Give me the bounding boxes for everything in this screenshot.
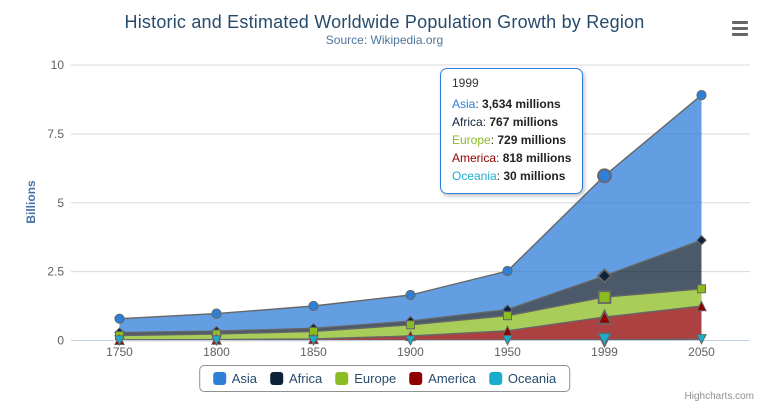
legend-item-oceania[interactable]: Oceania	[488, 371, 557, 386]
svg-text:0: 0	[57, 334, 64, 348]
markers-oceania[interactable]	[114, 332, 707, 349]
credits-link[interactable]: Highcharts.com	[684, 391, 754, 402]
tooltip-row: America: 818 millions	[452, 151, 572, 165]
tooltip-row: Oceania: 30 millions	[452, 169, 566, 183]
legend-swatch-icon	[212, 372, 226, 385]
chart-title: Historic and Estimated Worldwide Populat…	[124, 12, 645, 32]
tooltip-row: Africa: 767 millions	[452, 115, 559, 129]
chart-subtitle: Source: Wikipedia.org	[325, 33, 444, 47]
svg-text:1750: 1750	[106, 345, 133, 359]
svg-text:10: 10	[51, 58, 65, 72]
tooltip-row: Asia: 3,634 millions	[452, 97, 561, 111]
svg-text:2.5: 2.5	[47, 265, 64, 279]
area-africa[interactable]	[119, 240, 702, 336]
tooltip-header: 1999	[452, 76, 479, 90]
x-axis-labels: 1750 1800 1850 1900 1950 1999 2050	[106, 345, 715, 359]
svg-text:2050: 2050	[688, 345, 715, 359]
legend-swatch-icon	[409, 372, 423, 385]
yaxis-title: Billions	[24, 180, 38, 224]
svg-text:1999: 1999	[591, 345, 618, 359]
context-menu-button[interactable]	[732, 21, 748, 37]
tooltip-rows: Asia: 3,634 millions Africa: 767 millions…	[452, 95, 571, 185]
legend-label: Asia	[231, 371, 258, 386]
tooltip: 1999 Asia: 3,634 millions Africa: 767 mil…	[440, 68, 584, 194]
legend-item-america[interactable]: America	[409, 371, 476, 386]
legend-label: Oceania	[507, 371, 557, 386]
legend-item-africa[interactable]: Africa	[270, 371, 322, 386]
legend-label: Africa	[289, 371, 323, 386]
legend-label: Europe	[354, 371, 397, 386]
svg-text:1850: 1850	[300, 345, 327, 359]
legend-item-europe[interactable]: Europe	[335, 371, 396, 386]
legend: Asia Africa Europe America Oceania	[198, 365, 571, 392]
markers-asia[interactable]	[114, 90, 707, 324]
svg-text:1950: 1950	[494, 345, 521, 359]
svg-text:5: 5	[57, 196, 64, 210]
area-asia[interactable]	[119, 95, 702, 333]
legend-swatch-icon	[488, 372, 502, 385]
legend-item-asia[interactable]: Asia	[212, 371, 258, 386]
hamburger-icon	[732, 27, 748, 30]
tooltip-row: Europe: 729 millions	[452, 133, 567, 147]
svg-text:1900: 1900	[397, 345, 424, 359]
legend-swatch-icon	[335, 372, 349, 385]
hamburger-icon	[732, 33, 748, 36]
legend-swatch-icon	[270, 372, 284, 385]
legend-label: America	[428, 371, 476, 386]
svg-text:7.5: 7.5	[47, 127, 64, 141]
svg-text:1800: 1800	[203, 345, 230, 359]
hamburger-icon	[732, 21, 748, 24]
area-america[interactable]	[119, 306, 702, 341]
